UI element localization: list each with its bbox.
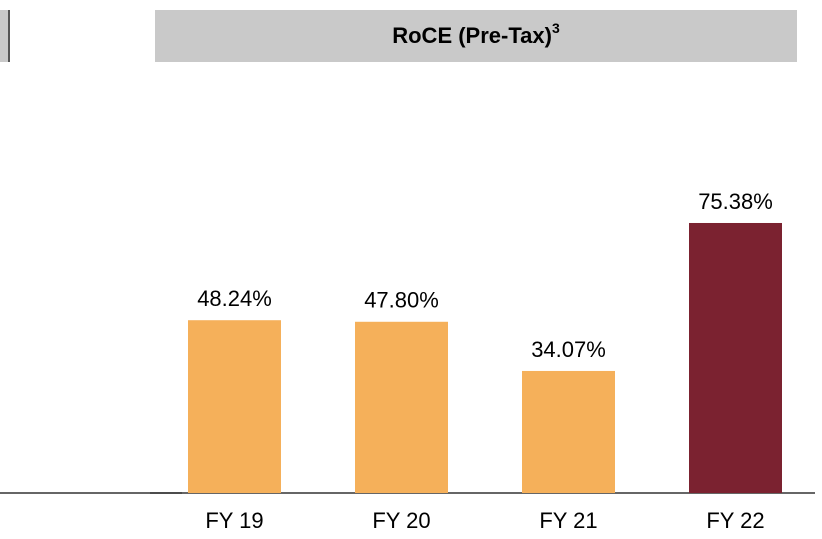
value-label: 48.24% (197, 286, 272, 311)
title-bar (155, 10, 797, 62)
adjacent-panel-edge (8, 10, 10, 62)
bar (689, 222, 782, 494)
bar (522, 370, 615, 493)
value-label: 75.38% (698, 189, 773, 214)
bar (188, 320, 281, 493)
bar (355, 321, 448, 493)
value-label: 34.07% (531, 337, 606, 362)
adjacent-panel-header (0, 10, 8, 62)
x-tick-label: FY 20 (372, 508, 430, 533)
x-tick-label: FY 19 (205, 508, 263, 533)
title-superscript: 3 (552, 20, 560, 36)
x-tick-label: FY 21 (539, 508, 597, 533)
title-text: RoCE (Pre-Tax) (392, 23, 552, 48)
chart-title: RoCE (Pre-Tax)3 (392, 20, 560, 48)
value-label: 47.80% (364, 288, 439, 313)
x-tick-label: FY 22 (706, 508, 764, 533)
